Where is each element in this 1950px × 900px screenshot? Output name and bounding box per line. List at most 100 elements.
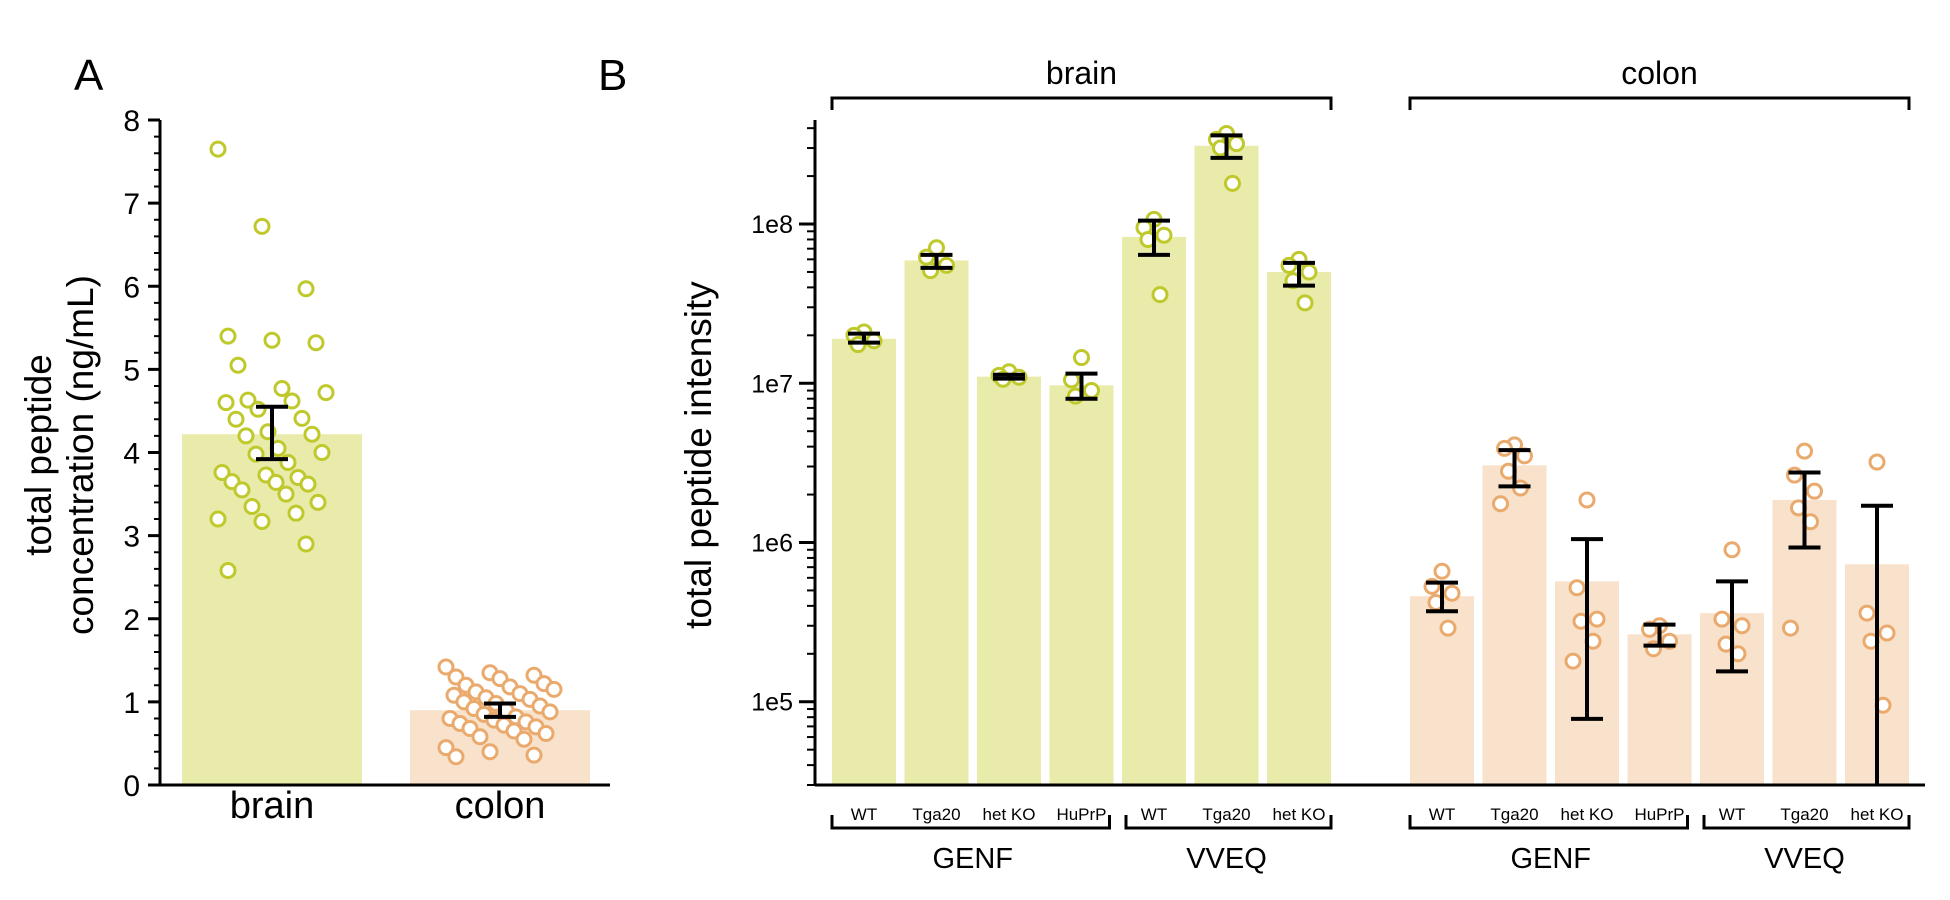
group-bracket-GENF — [830, 815, 1111, 830]
data-point — [1433, 562, 1451, 580]
panel-a-chart: 0 1 2 3 4 5 6 7 8 brain colon total peptideconcentr… — [18, 105, 610, 827]
data-point — [1492, 495, 1509, 513]
x-tick-label: WT — [851, 805, 877, 824]
data-point-colon — [481, 743, 499, 761]
tissue-label: colon — [1621, 55, 1698, 91]
error-bar — [1498, 448, 1531, 489]
data-point — [1786, 466, 1803, 484]
error-bar-colon — [484, 701, 516, 719]
error-bar — [993, 372, 1025, 381]
bar-brain-GENF-WT — [832, 338, 896, 785]
data-point-brain — [239, 391, 257, 409]
x-tick-label: Tga20 — [1780, 805, 1828, 824]
data-point — [1224, 174, 1241, 192]
panel-a-label: A — [74, 51, 104, 100]
data-point — [1083, 382, 1100, 400]
data-point-brain — [287, 504, 305, 522]
y-tick-label: 1e6 — [751, 529, 793, 557]
y-axis-label-line: concentration (ng/mL) — [60, 275, 101, 635]
error-bar — [1426, 580, 1458, 614]
data-point — [918, 248, 935, 266]
x-tick-label: WT — [1141, 805, 1167, 824]
y-tick-label: 1e8 — [751, 211, 793, 239]
bar-brain-VVEQ-WT — [1122, 236, 1186, 785]
data-point-brain — [307, 334, 325, 352]
error-bar — [1210, 133, 1243, 160]
data-point — [1228, 135, 1245, 153]
data-point — [1568, 579, 1586, 597]
data-point-brain — [243, 498, 261, 516]
error-bar — [1065, 371, 1098, 401]
data-point — [1782, 619, 1799, 637]
error-bar — [1138, 218, 1170, 257]
y-axis-label: total peptide intensity — [678, 281, 719, 629]
x-tick-label: Tga20 — [912, 805, 960, 824]
data-point-brain — [313, 444, 331, 461]
tissue-label: brain — [1046, 55, 1117, 91]
x-tick-label: het KO — [983, 805, 1036, 824]
group-label: GENF — [932, 843, 1013, 875]
data-point-colon — [515, 730, 533, 748]
data-point — [1588, 610, 1606, 628]
data-point — [1443, 584, 1461, 602]
group-bracket-VVEQ — [1124, 815, 1333, 830]
group-label: VVEQ — [1186, 843, 1267, 875]
error-bar — [1283, 260, 1315, 288]
bar-brain-GENF-het-KO — [977, 376, 1041, 785]
error-bar-brain — [256, 404, 288, 462]
data-point-brain — [209, 140, 227, 158]
data-point-brain — [277, 485, 295, 503]
x-tick-label: het KO — [1851, 805, 1904, 824]
x-tick-label: brain — [230, 785, 315, 827]
error-bar — [1643, 622, 1676, 648]
data-point-colon — [437, 658, 455, 676]
y-axis-label: total peptideconcentration (ng/mL) — [18, 275, 101, 635]
data-point-brain — [317, 384, 335, 402]
x-tick-label: het KO — [1561, 805, 1614, 824]
bar-brain-VVEQ-Tga20 — [1194, 145, 1259, 786]
data-point-brain — [229, 356, 247, 374]
data-point-brain — [309, 493, 327, 511]
data-point — [1806, 482, 1823, 500]
data-point-colon — [545, 680, 563, 698]
data-point — [1723, 541, 1741, 559]
bar-brain-GENF-Tga20 — [904, 260, 969, 785]
data-point-brain — [249, 400, 267, 418]
data-point — [1878, 624, 1896, 642]
group-bracket-VVEQ — [1702, 815, 1911, 830]
x-tick-label: WT — [1429, 805, 1455, 824]
y-tick-label: 2 — [123, 604, 140, 637]
x-tick-label: Tga20 — [1202, 805, 1250, 824]
data-point-brain — [233, 481, 251, 499]
data-point-brain — [219, 327, 237, 345]
y-tick-label: 1e7 — [751, 370, 793, 398]
y-tick-label: 3 — [123, 521, 140, 554]
data-point-colon — [471, 728, 489, 746]
x-tick-label: HuPrP — [1056, 805, 1106, 824]
y-tick-label: 4 — [123, 438, 140, 471]
group-bracket-GENF — [1408, 815, 1689, 830]
y-tick-label: 7 — [123, 188, 140, 221]
y-tick-label: 6 — [123, 271, 140, 304]
data-point-brain — [297, 280, 315, 298]
y-tick-label: 1 — [123, 687, 140, 720]
y-tick-label: 1e5 — [751, 689, 793, 717]
data-point — [1564, 652, 1582, 670]
data-point-brain — [213, 463, 231, 481]
data-point-brain — [253, 217, 271, 235]
panel-b-label: B — [598, 51, 627, 100]
data-point — [1796, 442, 1813, 460]
error-bar — [920, 252, 953, 270]
data-point-brain — [227, 410, 245, 428]
data-point-brain — [273, 379, 291, 397]
error-bar — [1788, 470, 1821, 550]
data-point-brain — [297, 535, 315, 553]
data-point-brain — [209, 510, 227, 528]
bar-brain — [182, 434, 362, 785]
y-tick-label: 0 — [123, 770, 140, 803]
data-point-brain — [237, 427, 255, 445]
data-point-brain — [299, 475, 317, 493]
y-tick-label: 8 — [123, 105, 140, 138]
y-axis-label-line: total peptide — [18, 354, 59, 556]
group-label: GENF — [1510, 843, 1591, 875]
